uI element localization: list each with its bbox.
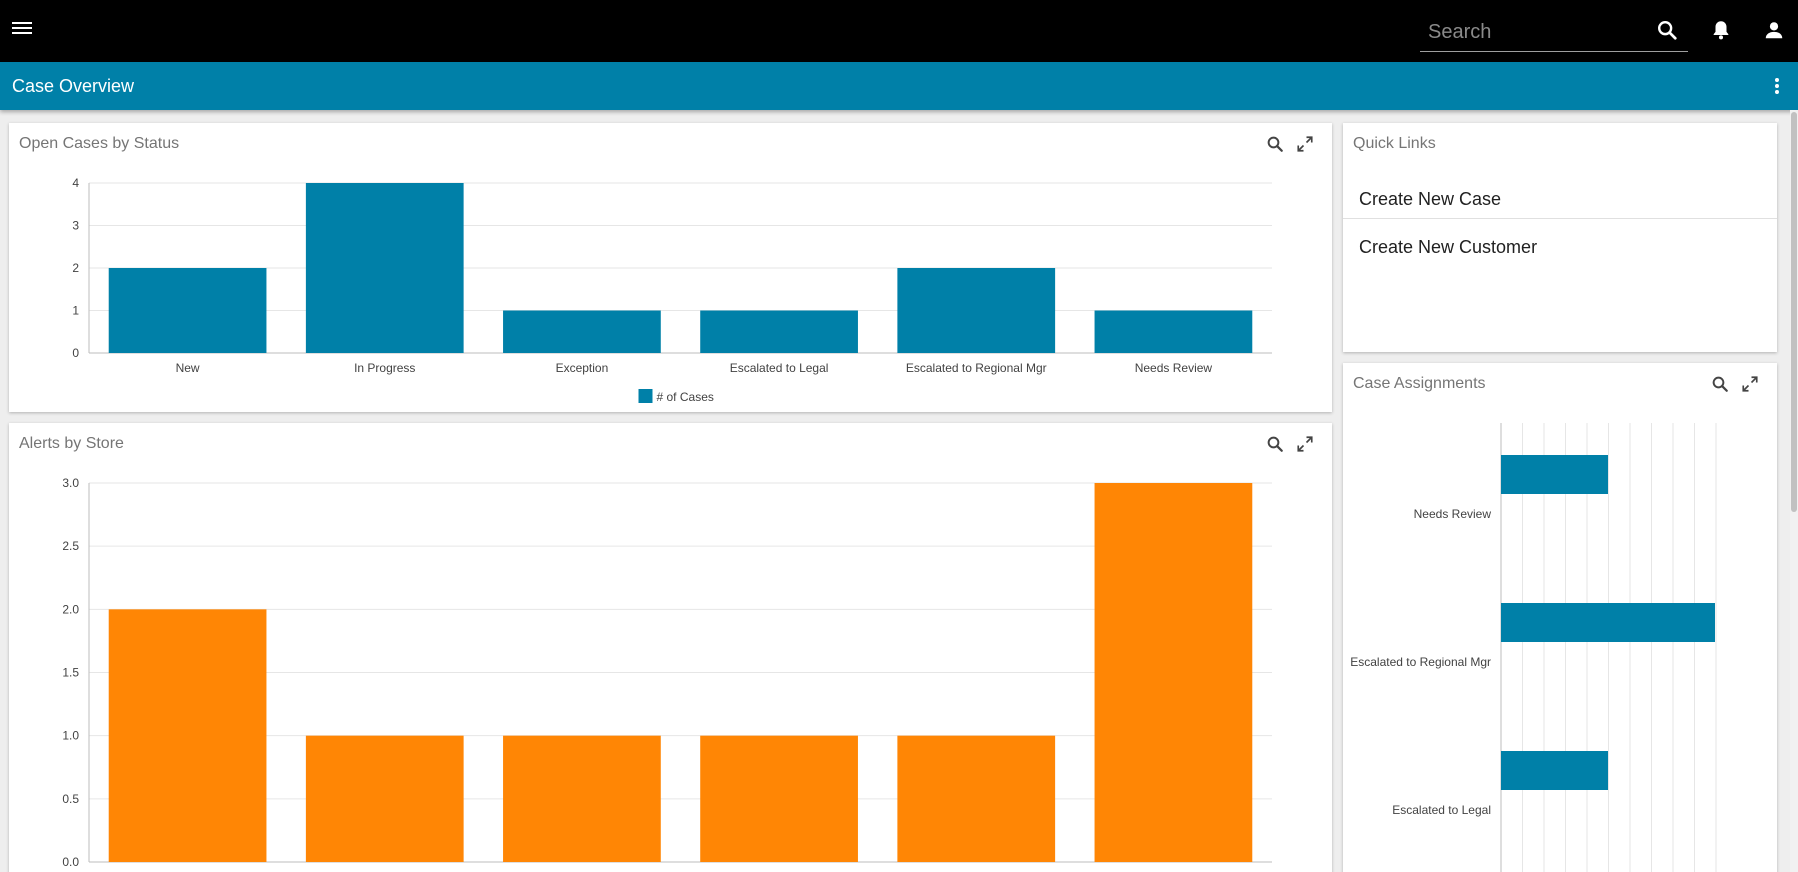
legend-swatch: [638, 389, 653, 403]
x-tick-label: Needs Review: [1135, 361, 1213, 375]
bar: [108, 609, 267, 862]
scrollbar[interactable]: [1790, 110, 1798, 872]
person-icon[interactable]: [1763, 19, 1785, 41]
card-title: Quick Links: [1353, 135, 1436, 152]
divider: [1343, 218, 1777, 219]
case-assignments-card: Case Assignments Needs Review Escalated t…: [1343, 363, 1777, 872]
bar: [897, 268, 1056, 353]
legend-label: # of Cases: [657, 390, 714, 404]
expand-icon[interactable]: [1741, 375, 1759, 393]
y-tick-label: 2.5: [62, 539, 79, 553]
x-tick-label: In Progress: [354, 361, 415, 375]
search-icon[interactable]: [1656, 19, 1678, 41]
y-tick-label: 2.0: [62, 602, 79, 616]
alerts-card: Alerts by Store 0.0 0.5 1.0 1.5 2.0 2.5 3.0: [9, 423, 1332, 872]
bar: [897, 735, 1056, 862]
bar: [305, 735, 464, 862]
zoom-search-icon[interactable]: [1266, 135, 1284, 153]
y-tick-label: Needs Review: [1414, 507, 1492, 521]
bar: [1094, 483, 1253, 862]
bar: [1501, 603, 1715, 642]
quick-links-card: Quick Links Create New Case Create New C…: [1343, 123, 1777, 352]
y-tick-label: 0: [72, 346, 79, 360]
y-tick-label: 1.0: [62, 729, 79, 743]
case-assignments-chart: Needs Review Escalated to Regional Mgr Esc…: [1350, 423, 1717, 872]
page-title: Case Overview: [12, 76, 135, 96]
card-title: Open Cases by Status: [19, 135, 180, 152]
create-new-customer-link[interactable]: Create New Customer: [1359, 237, 1538, 257]
open-cases-card: Open Cases by Status 0 1 2 3 4 New In Progress…: [9, 123, 1332, 412]
bar: [503, 310, 661, 353]
expand-icon[interactable]: [1296, 135, 1314, 153]
y-tick-label: 2: [72, 261, 79, 275]
menu-icon[interactable]: [12, 19, 36, 41]
create-new-case-link[interactable]: Create New Case: [1359, 189, 1502, 209]
card-title: Alerts by Store: [19, 435, 124, 452]
bar: [503, 735, 661, 862]
bar: [700, 735, 858, 862]
expand-icon[interactable]: [1296, 435, 1314, 453]
zoom-search-icon[interactable]: [1711, 375, 1729, 393]
y-tick-label: 0.5: [62, 792, 79, 806]
bell-icon[interactable]: [1710, 19, 1732, 41]
scroll-thumb[interactable]: [1791, 112, 1797, 512]
y-tick-label: 3.0: [62, 476, 79, 490]
page-header-bar: Case Overview: [0, 62, 1798, 110]
bar: [108, 268, 267, 353]
x-tick-label: Exception: [556, 361, 609, 375]
bar: [305, 183, 464, 353]
y-tick-label: 4: [72, 176, 79, 190]
more-vert-icon[interactable]: [1772, 76, 1782, 96]
open-cases-chart: 0 1 2 3 4 New In Progress Exception Escalated to…: [72, 176, 1272, 404]
y-tick-label: Escalated to Legal: [1392, 803, 1491, 817]
bar: [700, 310, 858, 353]
x-tick-label: Escalated to Regional Mgr: [906, 361, 1047, 375]
bar: [1501, 455, 1608, 494]
y-tick-label: 3: [72, 219, 79, 233]
bar: [1501, 751, 1608, 790]
y-tick-label: 1: [72, 304, 79, 318]
search-box: [1420, 12, 1688, 52]
card-title: Case Assignments: [1353, 375, 1486, 392]
alerts-chart: 0.0 0.5 1.0 1.5 2.0 2.5 3.0: [62, 476, 1272, 869]
y-tick-label: 1.5: [62, 666, 79, 680]
y-tick-label: Escalated to Regional Mgr: [1350, 655, 1491, 669]
search-input[interactable]: [1428, 18, 1648, 46]
bar: [1094, 310, 1253, 353]
zoom-search-icon[interactable]: [1266, 435, 1284, 453]
x-tick-label: Escalated to Legal: [730, 361, 829, 375]
top-app-bar: [0, 0, 1798, 62]
x-tick-label: New: [176, 361, 200, 375]
y-tick-label: 0.0: [62, 855, 79, 869]
